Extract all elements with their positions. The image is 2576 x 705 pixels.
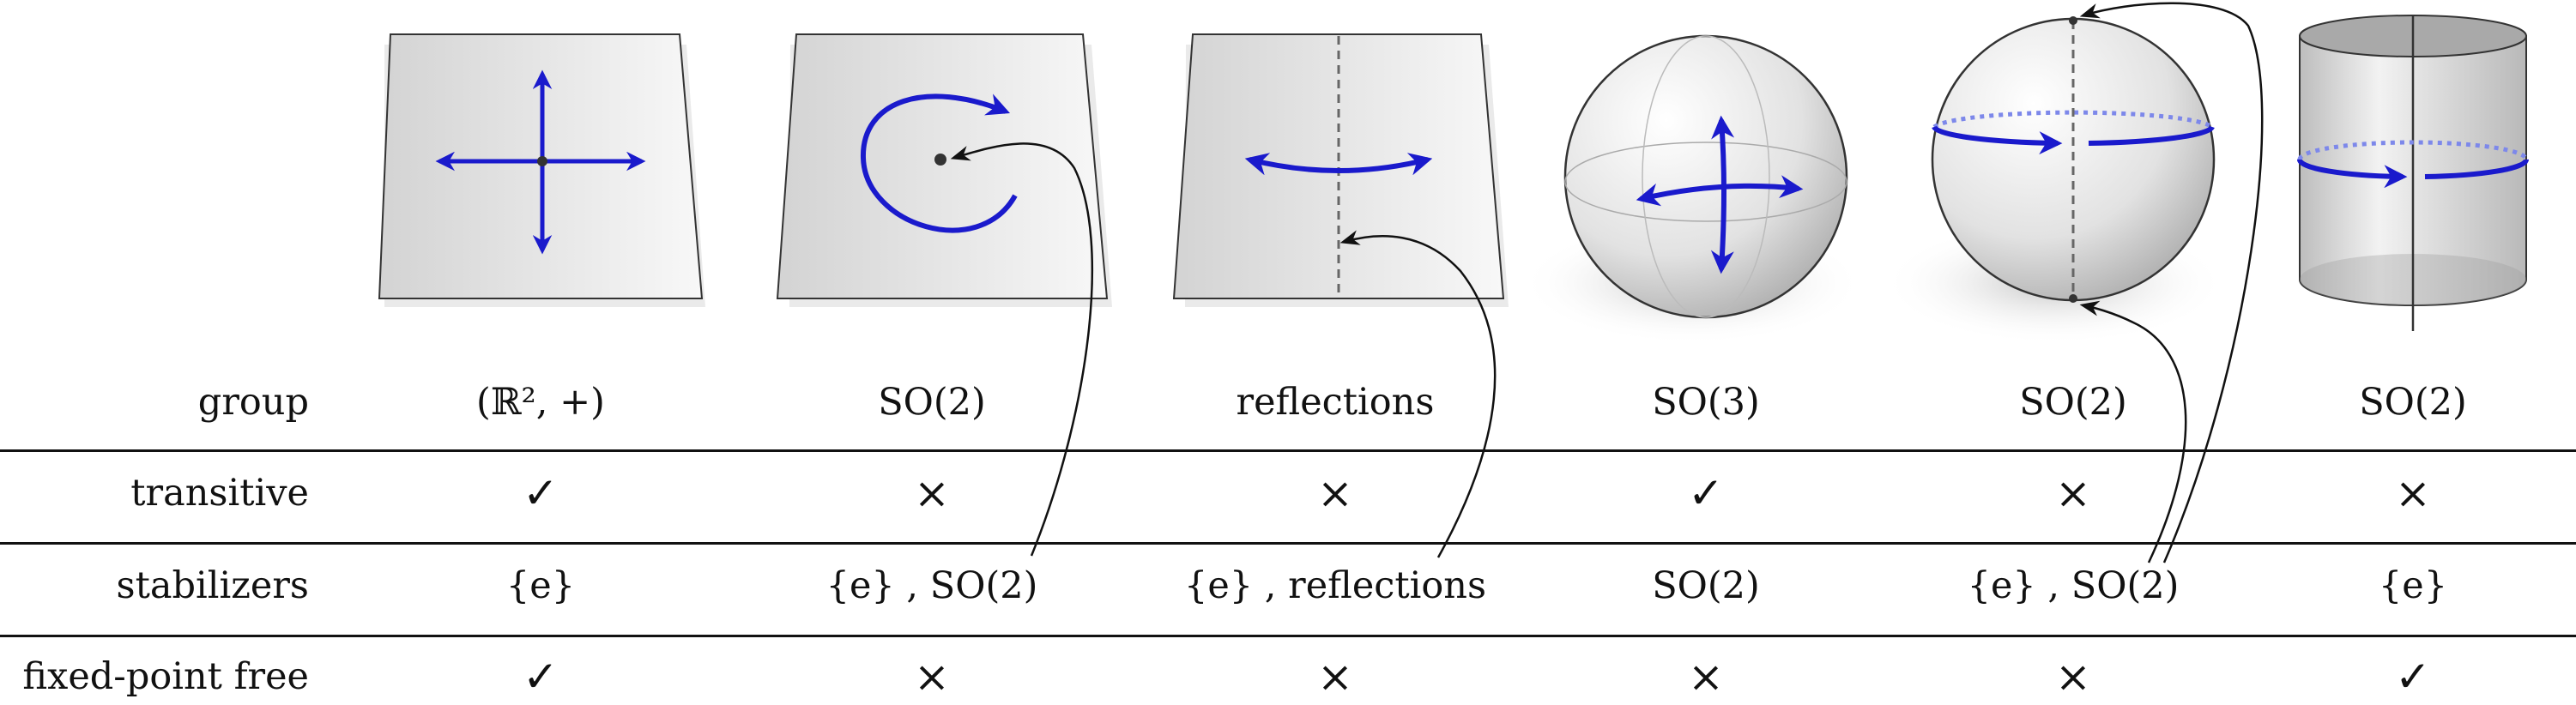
rotation-circle-front xyxy=(2088,125,2215,146)
transitive-cell-4: ✓ xyxy=(1688,468,1724,518)
stabilizers-cell-1: {e} xyxy=(505,564,576,607)
row-label-stabilizers: stabilizers xyxy=(116,564,310,607)
plane-surface xyxy=(776,33,1109,299)
sphere-surface xyxy=(1563,34,1848,319)
fixed-point-free-cell-2: × xyxy=(914,652,950,702)
sphere-so2-illustration xyxy=(1883,16,2226,345)
cylinder-rotation-back xyxy=(2297,140,2529,160)
callout-arrow-reflection-axis xyxy=(1339,230,1497,558)
group-cell-6: SO(2) xyxy=(2359,381,2467,424)
sphere-vertical-rotation-arrow xyxy=(1710,115,1735,274)
transitive-cell-6: × xyxy=(2395,468,2431,518)
row-label-fixed-point-free: fixed-point free xyxy=(22,655,309,698)
plane-reflection-illustration xyxy=(1172,33,1509,307)
group-cell-2: SO(2) xyxy=(878,381,986,424)
fixed-point-free-cell-6: ✓ xyxy=(2395,652,2431,702)
fixed-point-free-cell-1: ✓ xyxy=(523,652,559,702)
plane-rotation-illustration xyxy=(776,33,1112,307)
stabilizers-cell-4: SO(2) xyxy=(1652,564,1760,607)
south-pole xyxy=(2069,294,2077,303)
callout-arrow-north-pole xyxy=(2079,2,2264,563)
row-label-transitive: transitive xyxy=(130,472,309,515)
stabilizers-cell-5: {e} , SO(2) xyxy=(1967,564,2180,607)
stabilizers-cell-2: {e} , SO(2) xyxy=(825,564,1038,607)
fixed-point-free-cell-3: × xyxy=(1317,652,1353,702)
fixed-point-free-cell-5: × xyxy=(2055,652,2091,702)
transitive-cell-5: × xyxy=(2055,468,2091,518)
cylinder-so2-illustration xyxy=(2297,15,2529,331)
transitive-cell-2: × xyxy=(914,468,950,518)
plane-translation-illustration xyxy=(378,33,705,307)
transitive-cell-3: × xyxy=(1317,468,1353,518)
callout-arrow-rotation-point xyxy=(950,142,1094,557)
rotation-fixed-point xyxy=(934,154,946,166)
callout-arrow-south-pole xyxy=(2079,300,2187,563)
north-pole xyxy=(2069,16,2077,25)
table-rule-3 xyxy=(0,635,2576,637)
table-rule-2 xyxy=(0,542,2576,545)
stabilizers-cell-3: {e} , reflections xyxy=(1183,564,1487,607)
rotation-arrow xyxy=(860,93,1018,233)
rotation-circle-back xyxy=(1932,110,2214,130)
sphere-equator xyxy=(1564,142,1847,222)
transitive-cell-1: ✓ xyxy=(523,468,559,518)
group-cell-4: SO(3) xyxy=(1652,381,1760,424)
sphere-so3-illustration xyxy=(1521,34,1864,345)
rotation-circle-arrow xyxy=(1932,125,2063,155)
fixed-point-free-cell-4: × xyxy=(1688,652,1724,702)
group-cell-3: reflections xyxy=(1236,381,1435,424)
origin-point xyxy=(537,156,547,166)
group-cell-5: SO(2) xyxy=(2019,381,2127,424)
row-label-group: group xyxy=(197,381,309,424)
group-cell-1: (ℝ², +) xyxy=(476,381,605,424)
reflection-arrow xyxy=(1244,153,1433,176)
table-rule-1 xyxy=(0,449,2576,452)
cylinder-rotation-arrow xyxy=(2297,159,2408,189)
cylinder-rotation-front xyxy=(2424,159,2529,179)
stabilizers-cell-6: {e} xyxy=(2378,564,2448,607)
